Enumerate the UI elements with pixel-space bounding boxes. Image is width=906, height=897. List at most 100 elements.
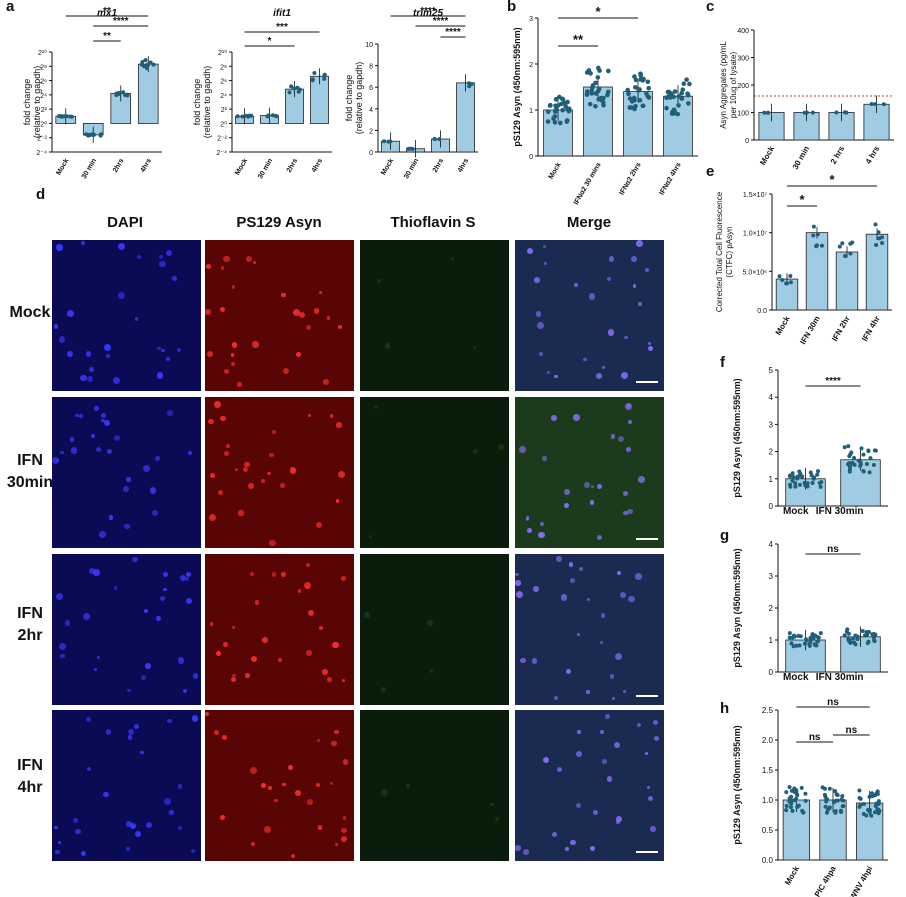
cell-nucleus bbox=[101, 419, 105, 423]
data-point bbox=[864, 462, 869, 467]
y-tick-label: 0 bbox=[769, 668, 774, 677]
cell-nucleus bbox=[106, 354, 110, 358]
cell-nucleus bbox=[254, 600, 260, 605]
cell-nucleus bbox=[429, 669, 434, 673]
data-point bbox=[676, 103, 681, 108]
cell-nucleus bbox=[336, 422, 342, 428]
cell-nucleus bbox=[473, 345, 477, 349]
data-point bbox=[873, 102, 878, 107]
panel-letter-c: c bbox=[706, 0, 715, 15]
chart-ifit1: ifit1 2¹⁰ 2⁸ 2⁶ 2⁴ 2² 2⁰ 2⁻² 2⁻⁴ fold change (rela… bbox=[192, 8, 332, 181]
data-point bbox=[637, 97, 643, 103]
data-point bbox=[247, 113, 252, 118]
cell-nucleus bbox=[635, 572, 642, 580]
cell-nucleus bbox=[125, 846, 130, 851]
y-tick-label: 2⁴ bbox=[220, 93, 227, 100]
cell-nucleus bbox=[244, 461, 250, 468]
y-tick-label: 2⁻⁴ bbox=[36, 150, 47, 157]
column-header-dapi: DAPI bbox=[107, 214, 143, 231]
cell-nucleus bbox=[250, 766, 257, 774]
y-axis-label-line2: per 10ug of lysate) bbox=[729, 52, 738, 119]
cell-nucleus bbox=[607, 277, 611, 282]
y-tick-label: 4 bbox=[769, 540, 774, 549]
data-point bbox=[680, 87, 686, 92]
micrograph-tile bbox=[52, 554, 201, 705]
data-point bbox=[816, 639, 821, 644]
cell-nucleus bbox=[331, 641, 339, 649]
x-tick-label: 30 min bbox=[257, 158, 274, 181]
data-point bbox=[382, 139, 387, 144]
cell-nucleus bbox=[261, 783, 267, 789]
y-axis-label: fold change bbox=[192, 79, 202, 126]
bar bbox=[835, 251, 859, 311]
data-point bbox=[818, 484, 823, 489]
data-point bbox=[804, 110, 809, 115]
significance-label: ** bbox=[103, 31, 111, 42]
cell-nucleus bbox=[245, 255, 253, 263]
cell-nucleus bbox=[330, 781, 334, 785]
cell-nucleus bbox=[334, 842, 338, 846]
data-point bbox=[872, 631, 877, 636]
data-point bbox=[625, 87, 630, 93]
cell-nucleus bbox=[369, 534, 373, 539]
cell-nucleus bbox=[601, 365, 605, 369]
x-tick-label: 2hrs bbox=[112, 157, 126, 173]
cell-nucleus bbox=[575, 751, 582, 758]
data-point bbox=[815, 469, 820, 474]
cell-nucleus bbox=[57, 840, 62, 845]
x-tick-label: Mock bbox=[758, 144, 776, 167]
data-point bbox=[787, 635, 792, 640]
y-tick-label: 2⁸ bbox=[220, 64, 227, 71]
cell-nucleus bbox=[326, 315, 331, 320]
cell-nucleus bbox=[627, 419, 632, 424]
cell-nucleus bbox=[550, 414, 558, 421]
data-point bbox=[866, 448, 871, 453]
cell-nucleus bbox=[316, 783, 320, 788]
cell-nucleus bbox=[209, 513, 217, 521]
cell-nucleus bbox=[56, 244, 63, 251]
data-point bbox=[842, 445, 847, 450]
data-point bbox=[815, 472, 820, 477]
data-point bbox=[813, 633, 818, 638]
cell-nucleus bbox=[526, 528, 532, 534]
data-point bbox=[791, 474, 796, 479]
data-point bbox=[827, 786, 832, 791]
cell-nucleus bbox=[531, 658, 538, 664]
x-tick-label: PIC 4hpa bbox=[813, 864, 838, 897]
x-tick-label: Mock bbox=[234, 157, 249, 176]
cell-nucleus bbox=[231, 625, 235, 629]
data-point bbox=[92, 132, 97, 137]
data-point bbox=[784, 281, 789, 286]
data-point bbox=[848, 241, 853, 246]
cell-nucleus bbox=[282, 367, 289, 374]
cell-nucleus bbox=[292, 309, 300, 316]
chart-title: mx1 bbox=[97, 8, 117, 19]
data-point bbox=[686, 101, 691, 106]
data-point bbox=[632, 106, 637, 112]
data-point bbox=[627, 105, 633, 110]
data-point bbox=[266, 113, 271, 118]
data-point bbox=[810, 634, 815, 639]
x-tick-label: Mock bbox=[774, 314, 792, 337]
data-point bbox=[644, 91, 649, 96]
cell-nucleus bbox=[134, 724, 140, 729]
cell-nucleus bbox=[588, 292, 596, 300]
cell-nucleus bbox=[622, 690, 626, 694]
chart-c-aggregates: 400 300 200 100 0 Asyn Aggregates (pg/mL per 1… bbox=[719, 28, 894, 171]
cell-nucleus bbox=[647, 796, 653, 802]
data-point bbox=[790, 808, 795, 813]
data-point bbox=[626, 91, 631, 97]
cell-nucleus bbox=[331, 740, 337, 746]
data-point bbox=[848, 251, 853, 256]
cell-nucleus bbox=[620, 592, 627, 598]
data-point bbox=[780, 277, 785, 282]
cell-nucleus bbox=[145, 821, 153, 829]
cell-nucleus bbox=[260, 479, 266, 484]
y-tick-label: 2 bbox=[769, 604, 774, 613]
panel-letter-b: b bbox=[507, 0, 517, 15]
cell-nucleus bbox=[75, 828, 81, 835]
data-point bbox=[846, 444, 851, 449]
cell-nucleus bbox=[59, 643, 66, 650]
micrograph-tile bbox=[515, 710, 664, 861]
y-tick-label: 2⁴ bbox=[40, 93, 47, 100]
